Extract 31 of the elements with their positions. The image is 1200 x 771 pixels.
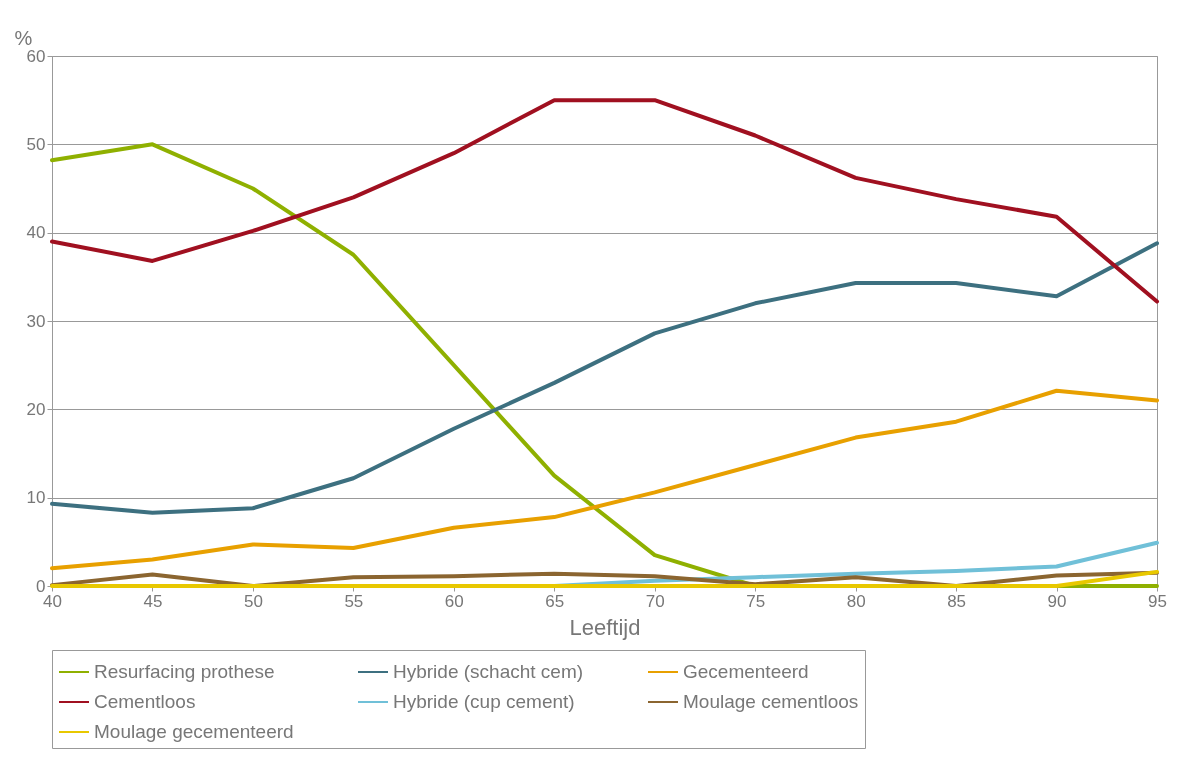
legend-label: Hybride (schacht cem) [393, 661, 584, 682]
legend-label: Moulage gecementeerd [94, 721, 294, 742]
x-tick-label: 40 [43, 591, 62, 611]
y-tick-label: 40 [26, 223, 46, 243]
legend-label: Moulage cementloos [683, 691, 859, 712]
line-series [50, 98, 1159, 304]
x-tick-label: 55 [344, 591, 364, 611]
x-tick-label: 70 [645, 591, 665, 611]
y-tick-label: 20 [26, 399, 46, 419]
x-tick-label: 85 [947, 591, 967, 611]
legend-label: Hybride (cup cement) [393, 691, 575, 712]
legend-label: Cementloos [94, 691, 196, 712]
x-tick-label: 90 [1047, 591, 1067, 611]
x-tick-label: 80 [846, 591, 866, 611]
y-tick-label: 30 [26, 311, 46, 331]
x-tick-label: 60 [444, 591, 464, 611]
y-axis-title: % [14, 26, 33, 49]
x-tick-label: 45 [143, 591, 163, 611]
y-tick-label: 50 [26, 134, 46, 154]
x-tick-label: 75 [746, 591, 766, 611]
legend-label: Gecementeerd [683, 661, 809, 682]
y-tick-label: 0 [36, 576, 46, 596]
legend-label: Resurfacing prothese [94, 661, 275, 682]
y-tick-label: 60 [26, 46, 46, 66]
x-tick-label: 50 [243, 591, 263, 611]
line-series [50, 241, 1159, 515]
x-tick-label: 95 [1148, 591, 1167, 611]
y-tick-label: 10 [26, 488, 46, 508]
x-axis-title: Leeftijd [569, 614, 641, 640]
line-series [50, 388, 1159, 571]
x-tick-label: 65 [545, 591, 565, 611]
